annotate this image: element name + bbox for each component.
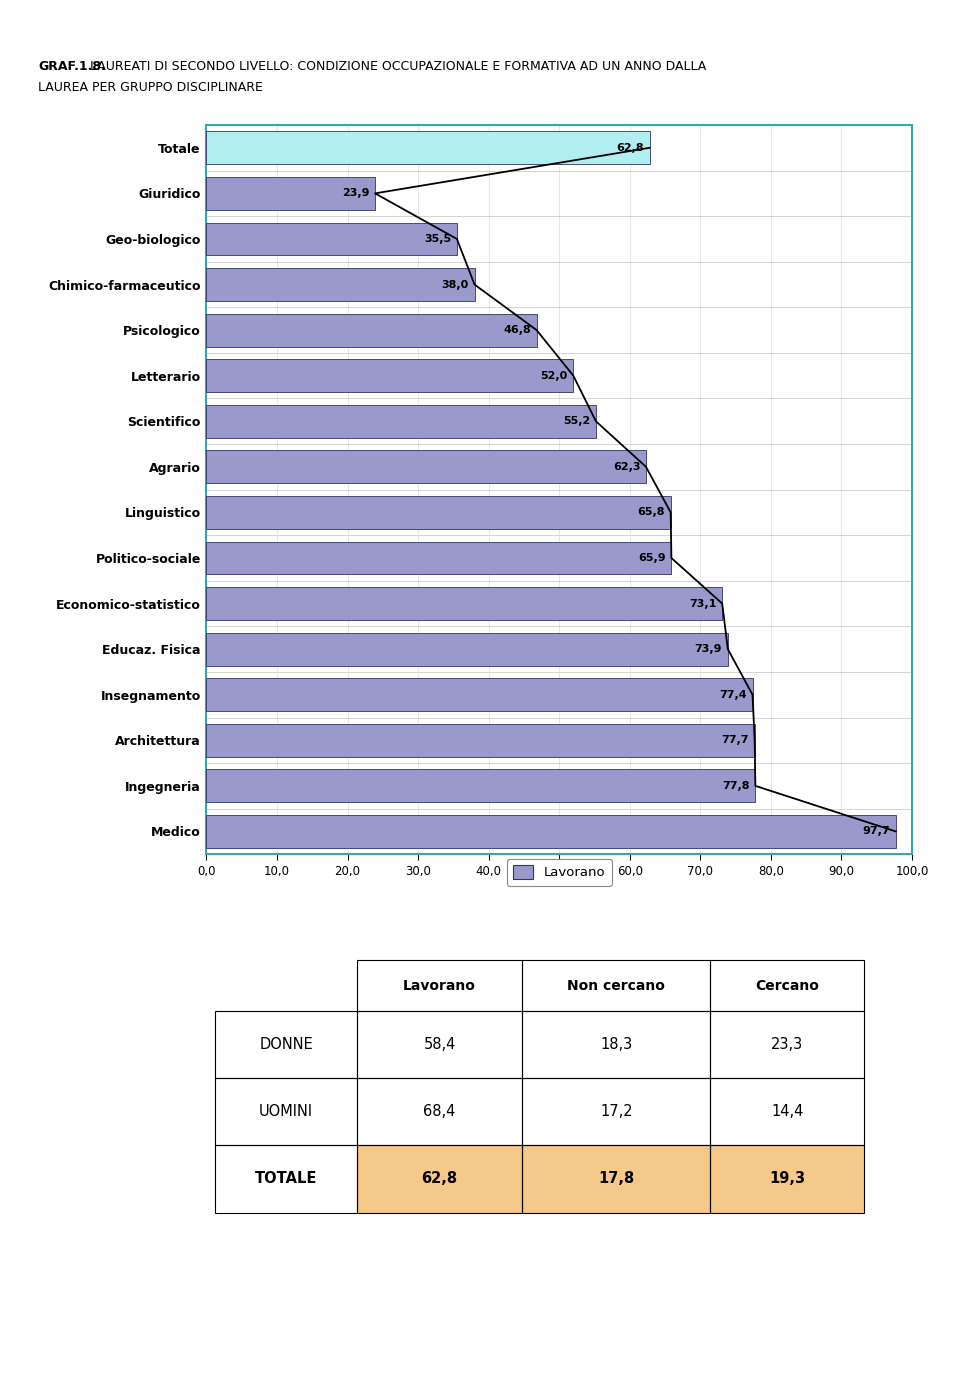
Text: 77,8: 77,8 [722, 781, 750, 790]
Bar [522, 1078, 710, 1146]
Bar [215, 1078, 357, 1146]
Bar [215, 1011, 357, 1078]
Text: 17,2: 17,2 [600, 1104, 633, 1120]
Bar [710, 960, 864, 1011]
Text: 23,3: 23,3 [771, 1038, 804, 1053]
Bar [710, 1146, 864, 1213]
Text: 18,3: 18,3 [600, 1038, 633, 1053]
Bar [206, 815, 896, 847]
Text: Lavorano: Lavorano [403, 979, 476, 993]
Text: Non cercano: Non cercano [567, 979, 665, 993]
Text: 73,9: 73,9 [695, 644, 722, 654]
Bar [710, 1078, 864, 1146]
Bar [206, 450, 646, 483]
Text: 97,7: 97,7 [862, 826, 890, 836]
Text: LAUREATI DI SECONDO LIVELLO: CONDIZIONE OCCUPAZIONALE E FORMATIVA AD UN ANNO DAL: LAUREATI DI SECONDO LIVELLO: CONDIZIONE … [86, 60, 707, 72]
Bar [522, 1146, 710, 1213]
Text: 73,1: 73,1 [689, 599, 716, 608]
Bar [357, 1078, 522, 1146]
Bar [206, 404, 596, 438]
Bar [357, 1146, 522, 1213]
Text: 38,0: 38,0 [442, 279, 468, 289]
Text: TOTALE: TOTALE [255, 1171, 317, 1186]
Text: DONNE: DONNE [259, 1038, 313, 1053]
Bar [522, 1146, 710, 1213]
Legend: Lavorano: Lavorano [507, 858, 612, 886]
Bar [215, 1078, 357, 1146]
Text: UOMINI: UOMINI [259, 1104, 313, 1120]
Text: 62,3: 62,3 [612, 461, 640, 472]
Bar [206, 176, 375, 210]
Text: 65,9: 65,9 [638, 553, 665, 563]
Bar [357, 960, 522, 1011]
Bar [206, 132, 650, 164]
Text: 52,0: 52,0 [540, 371, 567, 381]
Bar [522, 960, 710, 1011]
Bar [522, 1078, 710, 1146]
Text: 62,8: 62,8 [616, 143, 644, 153]
Bar [357, 960, 522, 1011]
Bar [357, 1146, 522, 1213]
Bar [206, 542, 671, 575]
Bar [710, 1011, 864, 1078]
Text: 23,9: 23,9 [342, 189, 370, 199]
Bar [710, 1078, 864, 1146]
Bar [357, 1078, 522, 1146]
Bar [215, 1011, 357, 1078]
Text: 58,4: 58,4 [423, 1038, 456, 1053]
Text: 17,8: 17,8 [598, 1171, 635, 1186]
Bar [522, 1011, 710, 1078]
Bar [206, 633, 728, 665]
Bar [710, 960, 864, 1011]
Bar [357, 1011, 522, 1078]
Text: 55,2: 55,2 [563, 417, 590, 426]
Text: 46,8: 46,8 [503, 325, 531, 335]
Bar [206, 678, 753, 711]
Bar [206, 268, 474, 301]
Text: GRAF.1.8.: GRAF.1.8. [38, 60, 107, 72]
Text: 35,5: 35,5 [424, 233, 451, 244]
Bar [206, 360, 573, 392]
Bar [522, 1011, 710, 1078]
Text: 77,4: 77,4 [719, 690, 747, 700]
Bar [215, 1146, 357, 1213]
Text: 65,8: 65,8 [637, 507, 665, 518]
Bar [206, 588, 722, 619]
Text: LAUREA PER GRUPPO DISCIPLINARE: LAUREA PER GRUPPO DISCIPLINARE [38, 81, 263, 93]
Text: 77,7: 77,7 [722, 735, 749, 746]
Text: 16: 16 [855, 1351, 877, 1365]
Bar [522, 960, 710, 1011]
Text: 14,4: 14,4 [771, 1104, 804, 1120]
Bar [206, 314, 537, 346]
Bar [206, 724, 755, 757]
Bar [215, 1146, 357, 1213]
Text: 19,3: 19,3 [769, 1171, 805, 1186]
Text: 62,8: 62,8 [421, 1171, 458, 1186]
Text: 68,4: 68,4 [423, 1104, 456, 1120]
Bar [357, 1011, 522, 1078]
Bar [206, 222, 457, 256]
Bar [710, 1011, 864, 1078]
Bar [710, 1146, 864, 1213]
Bar [206, 770, 756, 803]
Text: Cercano: Cercano [756, 979, 819, 993]
Bar [206, 496, 671, 529]
